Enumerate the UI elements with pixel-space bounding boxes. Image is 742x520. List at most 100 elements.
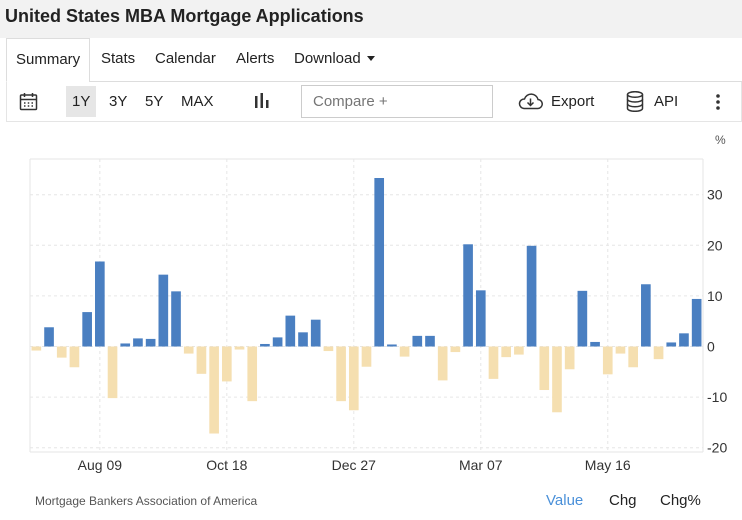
tab-download[interactable]: Download: [294, 38, 375, 82]
database-icon[interactable]: [626, 90, 644, 117]
data-bar: [577, 290, 588, 347]
data-bar: [82, 312, 92, 347]
chgpct-toggle[interactable]: Chg%: [660, 492, 701, 509]
data-bar: [272, 337, 283, 347]
data-bar: [602, 346, 613, 375]
data-bar: [348, 346, 359, 411]
tab-download-label: Download: [294, 50, 361, 67]
y-tick-label: 0: [707, 339, 715, 355]
tab-alerts[interactable]: Alerts: [236, 38, 274, 82]
data-bar: [628, 346, 638, 368]
data-bar: [679, 333, 689, 347]
x-tick-label: Mar 07: [459, 457, 503, 473]
data-bar: [691, 298, 702, 347]
data-bar: [463, 244, 473, 347]
data-bar: [56, 346, 67, 358]
range-5y-button[interactable]: 5Y: [145, 93, 164, 110]
data-bar: [450, 346, 461, 353]
chg-toggle[interactable]: Chg: [609, 492, 637, 509]
chart-area: -20 -10 0 10 20 30% Aug 09 Oct 18 Dec 27 Mar 07 Ma…: [0, 122, 742, 490]
y-tick-label: 10: [707, 288, 723, 304]
y-tick-label: -20: [707, 440, 727, 456]
tab-summary[interactable]: Summary: [6, 38, 91, 82]
chart-toolbar: 1Y 3Y 5Y MAX Export API: [6, 82, 742, 122]
x-tick-label: Oct 18: [206, 457, 247, 473]
data-bar: [501, 346, 511, 358]
data-bar: [171, 291, 181, 347]
tab-calendar-label: Calendar: [155, 50, 216, 67]
title-bar: United States MBA Mortgage Applications: [0, 0, 742, 38]
data-bar: [361, 346, 372, 367]
data-bar: [539, 346, 550, 391]
tab-bar: Summary Stats Calendar Alerts Download: [6, 38, 742, 82]
y-tick-label: 20: [707, 237, 723, 253]
data-bar: [95, 261, 105, 347]
tab-summary-label: Summary: [16, 51, 81, 68]
data-bar: [209, 346, 219, 434]
x-tick-label: Aug 09: [78, 457, 123, 473]
data-bar: [234, 346, 245, 350]
tab-calendar[interactable]: Calendar: [155, 38, 216, 82]
x-tick-label: Dec 27: [332, 457, 377, 473]
export-button[interactable]: Export: [551, 93, 595, 110]
y-tick-label: 30: [707, 187, 723, 203]
x-tick-label: May 16: [585, 457, 631, 473]
data-bar: [69, 346, 80, 368]
compare-input[interactable]: [301, 85, 493, 118]
api-button[interactable]: API: [654, 93, 679, 110]
tabs-divider: [89, 81, 742, 82]
range-1y-button[interactable]: 1Y: [66, 86, 97, 117]
data-bar: [120, 343, 131, 347]
data-bar: [526, 245, 537, 347]
page-title: United States MBA Mortgage Applications: [5, 6, 364, 26]
data-bar: [133, 338, 143, 347]
data-bar: [374, 178, 385, 347]
data-bar: [615, 346, 626, 354]
data-bar: [260, 343, 270, 347]
data-bar: [387, 344, 397, 347]
data-bar: [514, 346, 524, 355]
range-max-button[interactable]: MAX: [181, 93, 214, 110]
kebab-menu-icon[interactable]: [715, 94, 721, 115]
data-bar: [425, 335, 435, 347]
data-bar: [310, 319, 321, 347]
data-bar: [298, 332, 308, 347]
data-bar: [31, 346, 42, 351]
cloud-download-icon[interactable]: [518, 92, 543, 116]
data-bar: [437, 346, 448, 381]
data-bar: [196, 346, 207, 374]
data-bar: [412, 335, 423, 347]
data-bar: [158, 274, 169, 347]
data-bar: [44, 327, 54, 347]
tab-stats[interactable]: Stats: [101, 38, 135, 82]
data-bar: [653, 346, 664, 360]
data-bar: [666, 342, 677, 347]
data-bar: [323, 346, 334, 352]
range-3y-button[interactable]: 3Y: [109, 93, 128, 110]
caret-down-icon: [366, 55, 375, 61]
value-toggle[interactable]: Value: [546, 492, 584, 509]
bar-chart: -20 -10 0 10 20 30% Aug 09 Oct 18 Dec 27 Mar 07 Ma…: [29, 133, 727, 473]
data-bar: [336, 346, 346, 402]
data-bar: [145, 338, 156, 347]
data-bar: [107, 346, 118, 399]
chart-footer: Mortgage Bankers Association of America …: [0, 490, 742, 520]
data-bar: [222, 346, 232, 382]
data-bar: [564, 346, 575, 370]
data-bar: [641, 284, 651, 347]
data-bar: [488, 346, 499, 379]
data-bar: [285, 315, 296, 347]
data-bar: [399, 346, 410, 357]
y-unit-label: %: [715, 133, 726, 147]
data-bar: [552, 346, 562, 413]
tab-stats-label: Stats: [101, 50, 136, 67]
y-tick-label: -10: [707, 389, 727, 405]
data-bar: [475, 290, 486, 347]
data-bar: [590, 341, 600, 347]
data-bar: [247, 346, 258, 402]
bar-chart-icon[interactable]: [254, 93, 270, 114]
data-source: Mortgage Bankers Association of America: [35, 494, 258, 508]
calendar-icon[interactable]: [19, 92, 38, 116]
data-bar: [183, 346, 194, 354]
tab-alerts-label: Alerts: [236, 50, 275, 67]
